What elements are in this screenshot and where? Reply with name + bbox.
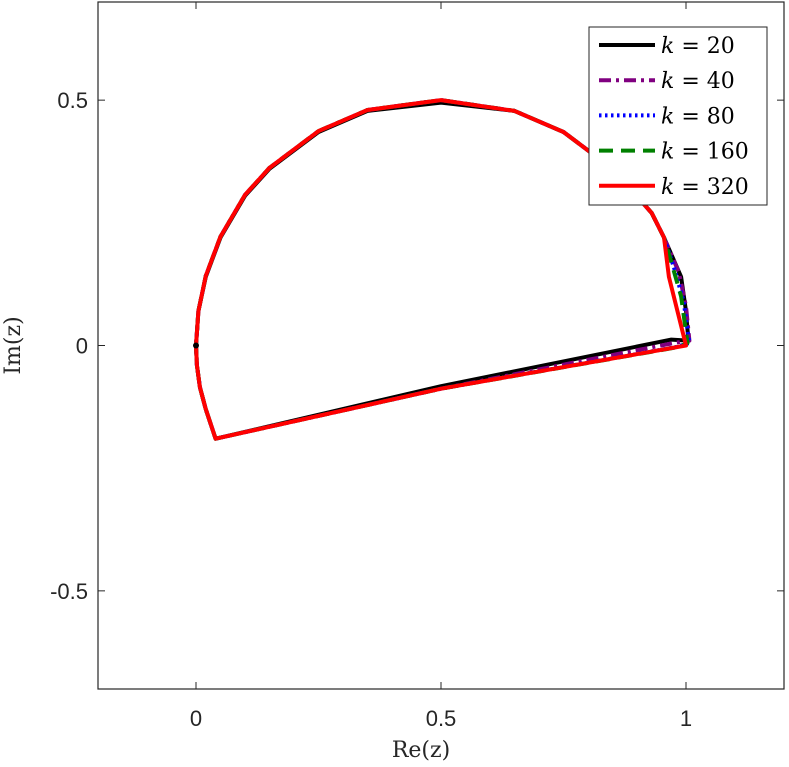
marker-layer <box>193 342 199 349</box>
axis-labels: Re(z) Im(z) <box>1 316 450 763</box>
origin-marker <box>193 342 199 349</box>
x-tick-label: 0 <box>190 706 202 731</box>
x-tick-label: 0.5 <box>426 706 457 731</box>
y-tick-label: 0.5 <box>57 88 88 113</box>
legend-label-k-20: k = 20 <box>661 34 735 59</box>
y-tick-label: 0 <box>76 334 88 359</box>
legend-label-k-80: k = 80 <box>661 104 735 129</box>
y-tick-label: -0.5 <box>50 579 88 604</box>
x-tick-label: 1 <box>680 706 692 731</box>
legend-label-k-160: k = 160 <box>661 140 749 165</box>
legend-label-k-320: k = 320 <box>661 175 749 200</box>
x-axis-label: Re(z) <box>392 738 450 763</box>
y-axis-label: Im(z) <box>1 316 26 374</box>
legend-label-k-40: k = 40 <box>661 69 735 94</box>
legend: k = 20 k = 40 k = 80 k = 160 k = 320 <box>588 26 768 206</box>
axis-ticks: 0 0.5 1 -0.5 0 0.5 <box>50 2 784 731</box>
